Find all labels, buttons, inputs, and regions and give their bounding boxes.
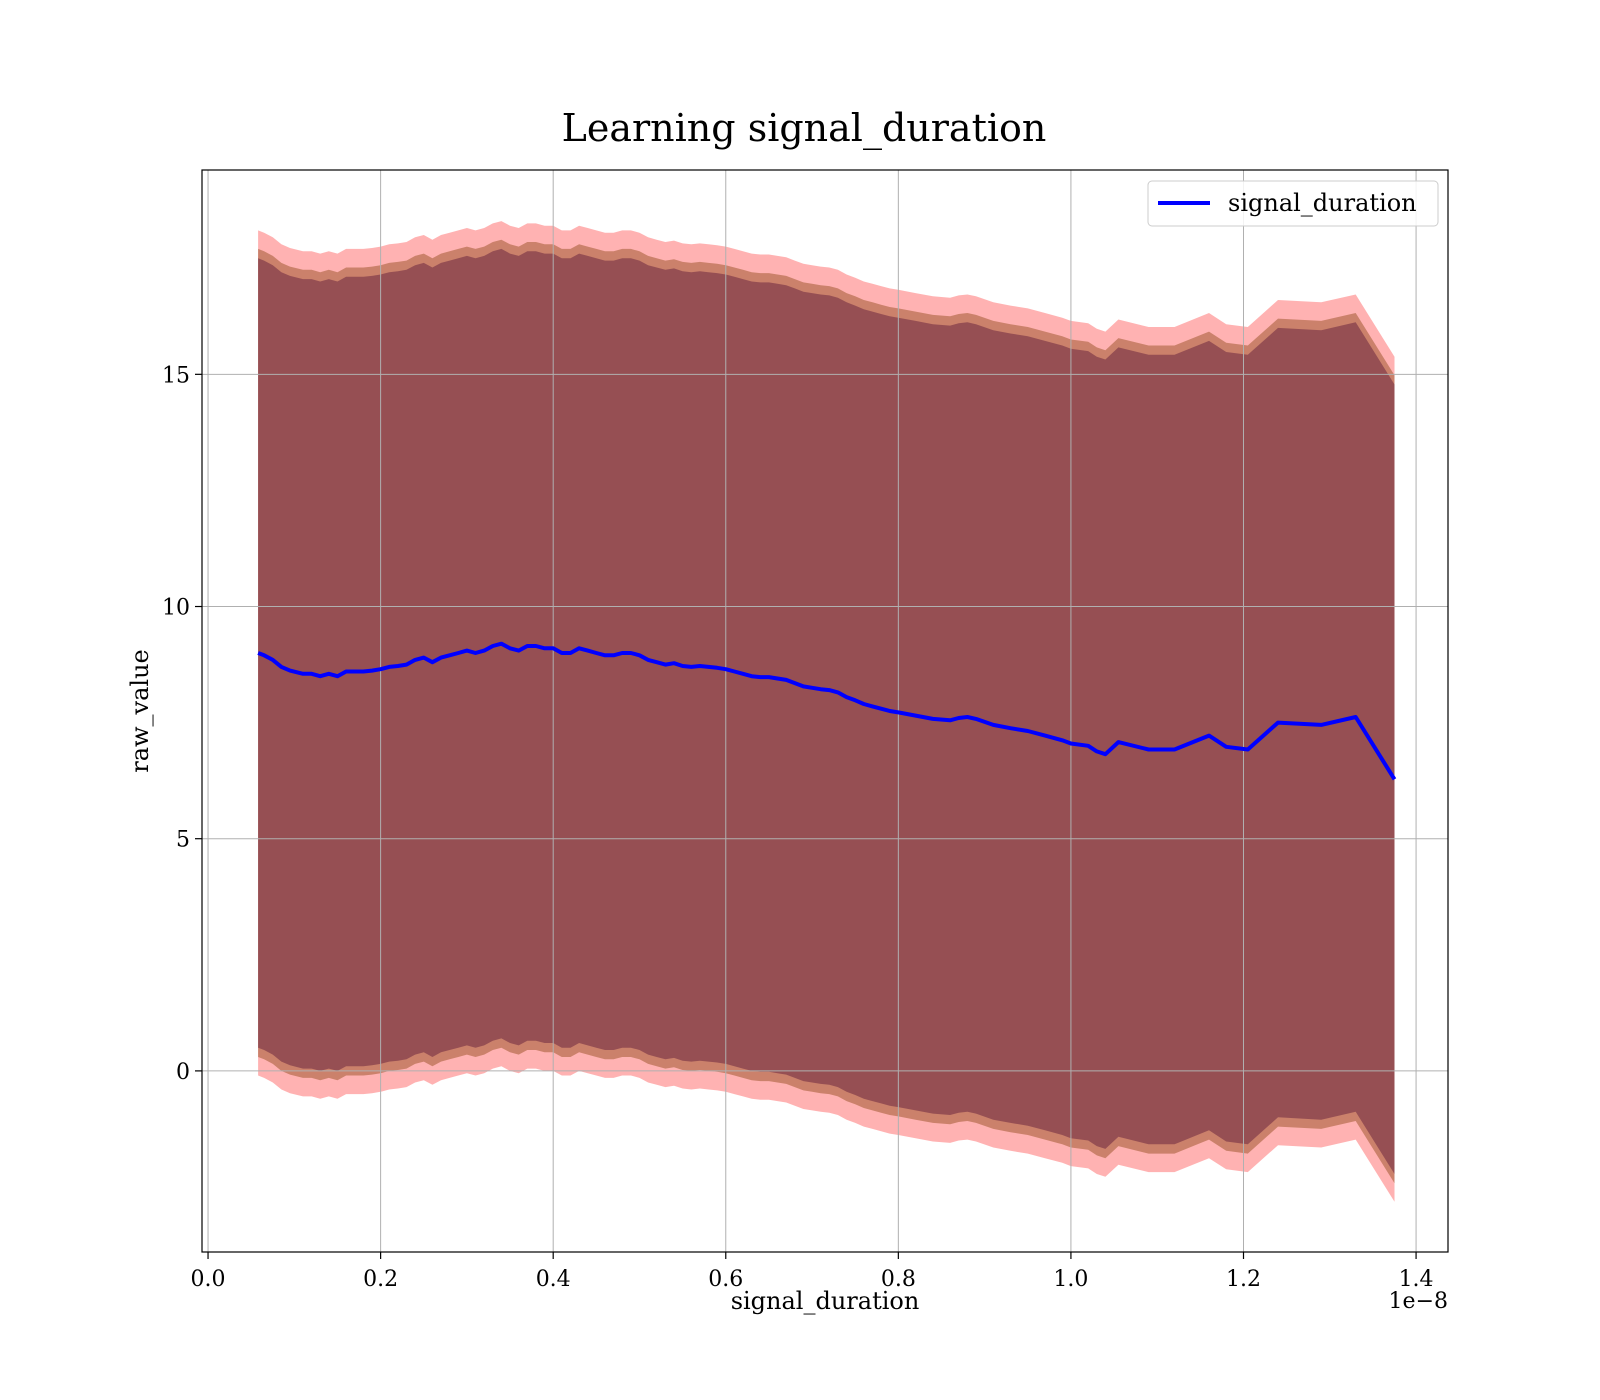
legend-entry-label: signal_duration bbox=[1228, 189, 1417, 217]
legend-box bbox=[1147, 180, 1439, 227]
x-tick-label: 0.4 bbox=[536, 1267, 571, 1292]
series-lines bbox=[257, 641, 1397, 781]
y-tick-label: 10 bbox=[162, 596, 190, 621]
x-tick-label: 1.4 bbox=[1399, 1267, 1434, 1292]
x-tick-label: 1.2 bbox=[1226, 1267, 1261, 1292]
x-tick-label: 1.0 bbox=[1053, 1267, 1088, 1292]
y-tick-label: 15 bbox=[162, 363, 190, 388]
x-axis-offset-label: 1e−8 bbox=[1389, 1289, 1448, 1314]
legend: signal_duration bbox=[1147, 180, 1439, 227]
x-tick-label: 0.2 bbox=[363, 1267, 398, 1292]
chart-title: Learning signal_duration bbox=[562, 106, 1047, 151]
y-axis-ticks: 0 5 10 15 bbox=[162, 363, 202, 1085]
plot-frame bbox=[201, 169, 1449, 1253]
series-line-signal-duration bbox=[257, 641, 1397, 781]
y-tick-label: 5 bbox=[176, 828, 190, 853]
x-axis-label: signal_duration bbox=[731, 1287, 920, 1315]
x-tick-label: 0.0 bbox=[191, 1267, 226, 1292]
confidence-bands bbox=[258, 221, 1395, 1202]
x-axis-ticks: 0.0 0.2 0.4 0.6 0.8 1.0 1.2 1.4 bbox=[191, 1252, 1434, 1292]
plot-area bbox=[201, 169, 1449, 1253]
y-axis-label: raw_value bbox=[126, 649, 154, 773]
inner-band bbox=[258, 248, 1395, 1174]
x-tick-label: 0.8 bbox=[881, 1267, 916, 1292]
y-tick-label: 0 bbox=[176, 1060, 190, 1085]
x-tick-label: 0.6 bbox=[708, 1267, 743, 1292]
